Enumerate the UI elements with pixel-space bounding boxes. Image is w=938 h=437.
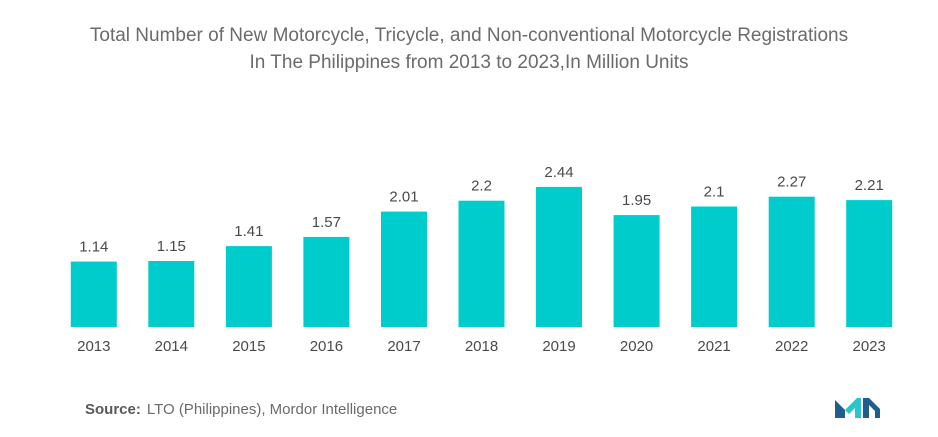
bar-2023 xyxy=(846,200,893,327)
value-label-2013: 1.14 xyxy=(79,239,108,256)
x-tick-label-2018: 2018 xyxy=(465,338,498,355)
value-label-2014: 1.15 xyxy=(157,238,186,255)
x-tick-label-2017: 2017 xyxy=(387,338,420,355)
value-label-2020: 1.95 xyxy=(622,192,651,209)
source-text: LTO (Philippines), Mordor Intelligence xyxy=(146,401,398,418)
chart-title: Total Number of New Motorcycle, Tricycle… xyxy=(0,22,938,76)
value-label-2019: 2.44 xyxy=(544,164,573,181)
x-tick-label-2015: 2015 xyxy=(232,338,265,355)
value-label-2017: 2.01 xyxy=(389,189,418,206)
x-tick-label-2023: 2023 xyxy=(853,338,886,355)
bar-2022 xyxy=(768,196,815,327)
source-label: Source: xyxy=(85,401,141,418)
bar-2014 xyxy=(148,261,195,327)
bar-2021 xyxy=(691,206,738,327)
chart-title-line-2: In The Philippines from 2013 to 2023,In … xyxy=(249,52,689,73)
chart-title-line-1: Total Number of New Motorcycle, Tricycle… xyxy=(89,25,849,46)
value-label-2015: 1.41 xyxy=(234,223,263,240)
bar-2019 xyxy=(536,186,582,327)
bar-2018 xyxy=(458,200,505,327)
x-tick-label-2016: 2016 xyxy=(310,338,343,355)
bar-2013 xyxy=(70,261,117,327)
value-label-2021: 2.1 xyxy=(704,184,725,201)
logo-right-stroke xyxy=(863,398,880,418)
value-label-2018: 2.2 xyxy=(471,178,492,195)
value-label-2023: 2.21 xyxy=(855,177,884,194)
x-tick-label-2014: 2014 xyxy=(155,338,188,355)
value-label-2022: 2.27 xyxy=(777,174,806,191)
mordor-intelligence-logo-icon xyxy=(835,398,880,418)
x-tick-label-2020: 2020 xyxy=(620,338,653,355)
logo-middle-stroke xyxy=(845,398,861,418)
x-tick-label-2013: 2013 xyxy=(77,338,110,355)
x-tick-label-2019: 2019 xyxy=(542,338,575,355)
bar-2020 xyxy=(613,215,660,327)
source-note: Source: LTO (Philippines), Mordor Intelli… xyxy=(85,401,397,418)
bar-2016 xyxy=(303,236,350,327)
logo-left-stroke xyxy=(835,400,845,418)
bar-2015 xyxy=(225,246,272,327)
bar-2017 xyxy=(381,211,427,327)
value-label-2016: 1.57 xyxy=(312,214,341,231)
x-tick-label-2021: 2021 xyxy=(697,338,730,355)
x-tick-label-2022: 2022 xyxy=(775,338,808,355)
